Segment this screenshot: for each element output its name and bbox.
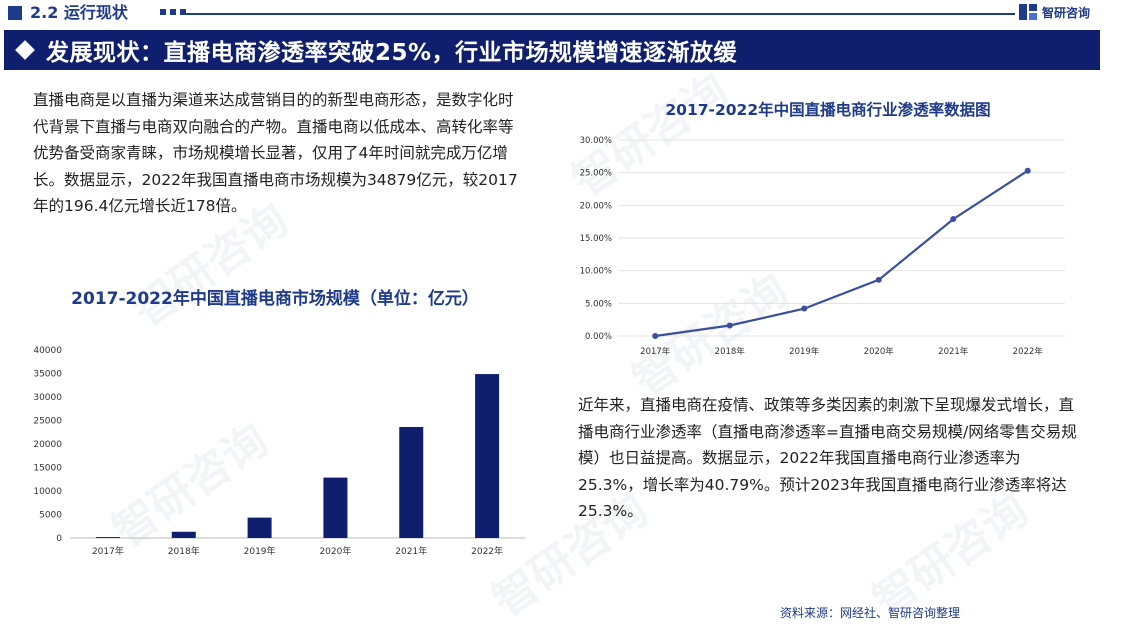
y-tick-label: 35000 <box>33 370 62 380</box>
brand-logo: 智研咨询 <box>1018 3 1090 21</box>
line-chart-title: 2017-2022年中国直播电商行业渗透率数据图 <box>665 101 991 119</box>
x-tick-label: 2022年 <box>1013 346 1044 357</box>
x-tick-label: 2017年 <box>640 346 671 357</box>
data-point <box>726 322 733 329</box>
x-tick-label: 2020年 <box>319 545 351 557</box>
y-tick-label: 5000 <box>39 511 62 521</box>
section-title: 2.2 运行现状 <box>30 3 128 22</box>
logo-icon <box>1019 4 1037 20</box>
x-tick-label: 2021年 <box>395 545 427 557</box>
analysis-paragraph: 近年来，直播电商在疫情、政策等多类因素的刺激下呈现爆发式增长，直播电商行业渗透率… <box>578 396 1077 520</box>
diamond-icon <box>15 40 35 60</box>
market-size-bar-chart: 0 5000 10000 15000 20000 25000 30000 35000 40000… <box>33 346 525 557</box>
top-bar: 2.2 运行现状 智研咨询 <box>0 0 1125 26</box>
y-tick-label: 20.00% <box>580 201 612 211</box>
intro-paragraph: 直播电商是以直播为渠道来达成营销目的的新型电商形态，是数字化时代背景下直播与电商… <box>33 91 518 215</box>
y-tick-label: 5.00% <box>585 299 612 309</box>
y-tick-label: 15000 <box>33 464 62 474</box>
y-tick-label: 15.00% <box>580 234 612 244</box>
y-tick-label: 30.00% <box>580 136 612 146</box>
decorative-dots <box>160 9 186 15</box>
x-tick-label: 2019年 <box>789 346 820 357</box>
x-tick-label: 2018年 <box>168 545 200 557</box>
bar <box>247 517 272 538</box>
data-point <box>950 216 957 223</box>
bar <box>323 477 348 538</box>
y-tick-label: 30000 <box>33 393 62 403</box>
data-point <box>1024 167 1031 174</box>
y-tick-label: 25.00% <box>580 169 612 179</box>
series-line <box>655 169 1029 338</box>
data-point <box>801 305 808 312</box>
divider-line <box>185 13 1015 15</box>
x-tick-label: 2021年 <box>938 346 969 357</box>
y-tick-label: 40000 <box>33 346 62 356</box>
penetration-line-chart: 0.00% 5.00% 10.00% 15.00% 20.00% 25.00% 30.00%… <box>580 136 1065 357</box>
x-tick-label: 2017年 <box>92 545 124 557</box>
y-tick-label: 20000 <box>33 440 62 450</box>
headline-banner: 发展现状：直播电商渗透率突破25%，行业市场规模增速逐渐放缓 <box>4 30 1100 70</box>
x-tick-label: 2022年 <box>471 545 503 557</box>
bar-chart-title: 2017-2022年中国直播电商市场规模（单位：亿元） <box>71 289 479 309</box>
source-note: 资料来源：网经社、智研咨询整理 <box>780 606 961 620</box>
logo-text: 智研咨询 <box>1042 5 1091 20</box>
y-tick-label: 0.00% <box>585 332 612 342</box>
bar <box>399 427 424 538</box>
y-tick-label: 10.00% <box>580 267 612 277</box>
data-point <box>652 333 659 339</box>
y-tick-label: 25000 <box>33 417 62 427</box>
y-tick-label: 0 <box>56 534 62 544</box>
bar <box>171 531 196 538</box>
data-point <box>875 276 882 283</box>
x-tick-label: 2020年 <box>864 346 895 357</box>
headline-title: 发展现状：直播电商渗透率突破25%，行业市场规模增速逐渐放缓 <box>46 40 738 66</box>
x-tick-label: 2018年 <box>715 346 746 357</box>
x-tick-label: 2019年 <box>244 545 276 557</box>
bar <box>95 537 120 538</box>
section-marker-icon <box>8 6 22 20</box>
bar <box>475 374 500 538</box>
y-tick-label: 10000 <box>33 487 62 497</box>
